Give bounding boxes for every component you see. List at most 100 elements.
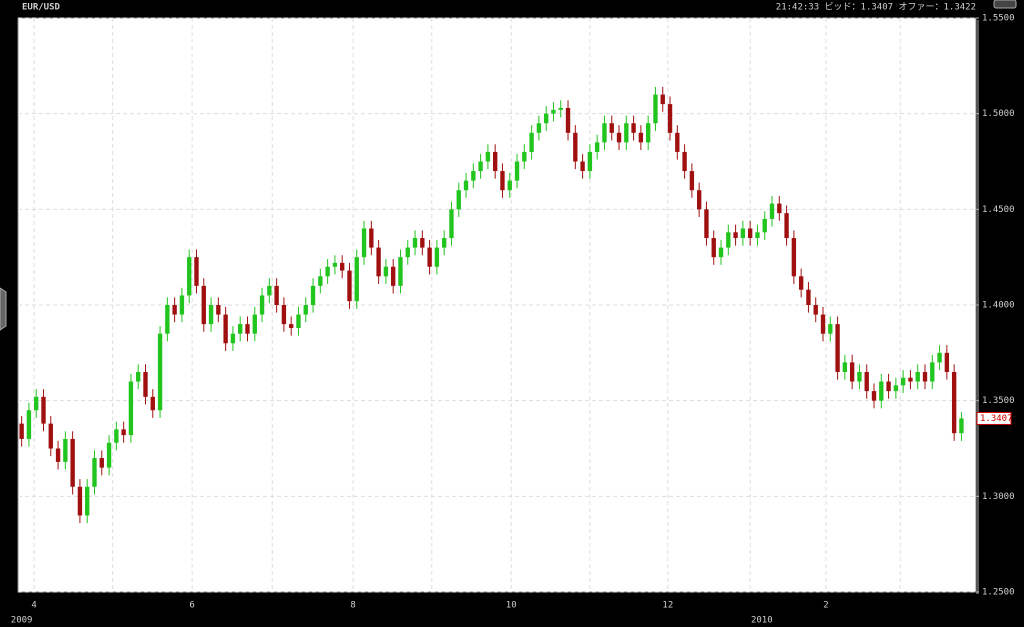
candle-body (842, 362, 848, 372)
y-tick-label: 1.3500 (982, 396, 1015, 406)
candle-body (835, 324, 840, 372)
candle-body (733, 232, 738, 239)
candle-body (34, 396, 39, 411)
candle-body (172, 305, 177, 315)
candle-body (740, 228, 746, 239)
candle-body (281, 305, 287, 325)
candle-body (828, 324, 833, 334)
candle-body (798, 276, 804, 290)
x-tick-label: 8 (350, 601, 355, 611)
candles (19, 86, 964, 524)
x-tick-label: 10 (506, 601, 517, 611)
plot-shadow (976, 20, 979, 594)
candle-body (245, 324, 250, 334)
candle-body (944, 352, 950, 372)
candle-body (937, 352, 942, 363)
candle-body (369, 228, 374, 248)
candle-body (267, 285, 272, 296)
candle-body (951, 371, 957, 434)
candle-body (485, 151, 491, 162)
candle-body (194, 257, 199, 286)
status: 21:42:33 ビッド：1.3407 オファー：1.3422 (776, 2, 976, 13)
candle-body (238, 324, 243, 334)
candle-body (150, 396, 155, 411)
candle-body (893, 385, 899, 392)
x-tick-label: 2 (823, 601, 828, 611)
candle-body (143, 371, 148, 397)
candle-body (165, 305, 170, 334)
symbol: EUR/USD (22, 3, 61, 13)
candle-body (208, 305, 214, 325)
x-tick-label: 12 (662, 601, 673, 611)
candle-body (259, 295, 265, 315)
candle-body (391, 266, 396, 286)
candle-body (85, 486, 90, 516)
y-tick-label: 1.3000 (982, 492, 1015, 502)
price-tag-box (976, 411, 1012, 425)
candle-body (959, 418, 964, 434)
candle-body (325, 266, 330, 277)
candle-body (201, 285, 206, 325)
candle-body (463, 180, 469, 191)
candle-body (449, 209, 454, 239)
candle-body (849, 362, 855, 382)
candle-body (478, 161, 483, 172)
candle-body (609, 123, 614, 133)
candle-body (543, 113, 549, 124)
x-tick-label: 4 (31, 601, 36, 611)
close-button[interactable] (993, 0, 1017, 9)
candle-body (48, 423, 53, 449)
candle-body (704, 209, 709, 239)
y-tick-label: 1.5000 (982, 109, 1015, 119)
candle-body (514, 161, 520, 181)
candle-body (383, 266, 389, 277)
side-tab[interactable] (0, 287, 7, 331)
candle-body (682, 151, 687, 172)
candle-body (405, 247, 410, 258)
candle-body (41, 396, 46, 424)
candle-body (857, 371, 862, 382)
price-tag: 1.3407 (980, 414, 1013, 424)
candle-body (675, 132, 680, 152)
candle-body (777, 203, 782, 214)
y-tick-label: 1.5500 (982, 14, 1015, 24)
candle-body (121, 429, 126, 436)
candle-body (55, 448, 61, 462)
candle-body (456, 190, 461, 210)
candle-body (216, 305, 221, 315)
candle-body (376, 247, 381, 277)
candle-body (157, 333, 163, 411)
candle-body (114, 429, 119, 443)
candle-body (303, 305, 308, 315)
candle-body (667, 104, 673, 133)
candle-body (318, 276, 323, 286)
candle-body (223, 314, 228, 344)
y-tick-label: 1.2500 (982, 588, 1015, 598)
y-tick-label: 1.4500 (982, 205, 1015, 215)
candle-body (274, 285, 279, 305)
candle-body (19, 423, 24, 439)
candle-body (886, 381, 891, 392)
candle-body (573, 132, 578, 162)
candle-body (128, 381, 134, 436)
candle-body (594, 142, 600, 152)
candle-body (689, 171, 695, 191)
candle-body (136, 371, 141, 382)
candle-body (879, 381, 884, 401)
x-tick-label: 6 (189, 601, 194, 611)
candle-body (420, 238, 425, 248)
candle-body (412, 238, 418, 248)
year-label: 2009 (11, 616, 33, 626)
year-label: 2010 (751, 616, 773, 626)
candle-body (587, 151, 593, 172)
candle-body (558, 107, 563, 110)
candle-body (653, 94, 658, 124)
candle-body (631, 123, 636, 133)
candle-body (354, 257, 359, 302)
candle-body (289, 324, 294, 328)
candle-body (77, 486, 83, 516)
candle-body (332, 262, 338, 267)
candle-body (63, 438, 68, 462)
